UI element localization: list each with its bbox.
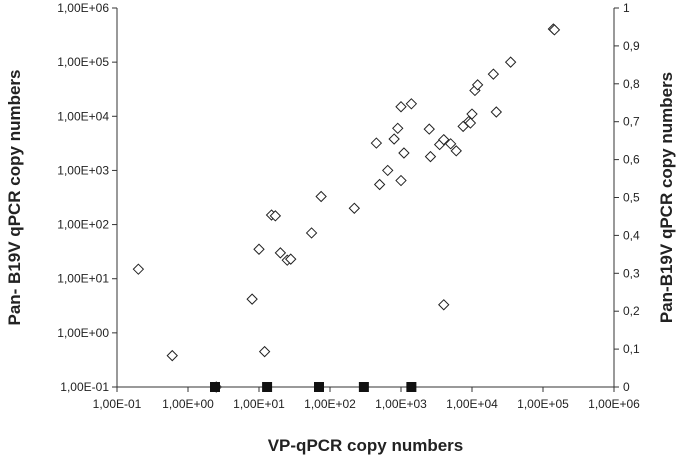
tick-marks [112, 7, 619, 392]
diamond-point [395, 101, 407, 113]
diamond-point [373, 178, 386, 191]
diamond-point [548, 24, 561, 36]
diamond-point [348, 202, 361, 214]
y2-tick-label: 0,2 [623, 304, 640, 318]
diamond-point [464, 117, 477, 129]
square-point [262, 382, 273, 392]
diamond-point [450, 145, 462, 157]
x-axis-title: VP-qPCR copy numbers [268, 436, 464, 455]
data-points [132, 23, 561, 393]
diamond-point [305, 227, 318, 239]
y2-axis-title: Pan-B19V qPCR copy numbers [657, 72, 676, 323]
y-tick-label: 1,00E-01 [60, 380, 109, 394]
tick-labels: 1,00E-01 1,00E+00 1,00E+01 1,00E+02 1,00E+03… [57, 1, 640, 411]
diamond-point [466, 108, 478, 120]
y2-tick-label: 0 [623, 380, 630, 394]
diamond-point [285, 253, 297, 265]
y-tick-label: 1,00E+03 [57, 163, 109, 177]
y-tick-label: 1,00E+02 [57, 218, 109, 232]
x-tick-label: 1,00E-01 [93, 397, 142, 411]
diamond-point [253, 243, 265, 255]
y2-tick-label: 0,6 [623, 153, 640, 167]
y-tick-label: 1,00E+05 [57, 55, 109, 69]
diamond-point [166, 349, 178, 362]
square-point [314, 382, 325, 392]
x-tick-label: 1,00E+05 [517, 397, 569, 411]
diamond-point [504, 56, 517, 68]
diamond-point [424, 150, 437, 163]
diamond-point [423, 123, 435, 135]
y-axis-title: Pan- B19V qPCR copy numbers [5, 69, 24, 325]
diamond-point [388, 133, 400, 145]
y2-tick-label: 0,8 [623, 77, 640, 91]
y2-tick-label: 0,4 [623, 228, 640, 242]
y2-tick-label: 0,7 [623, 115, 640, 129]
diamond-point [382, 164, 394, 177]
y-tick-label: 1,00E+00 [57, 326, 109, 340]
x-tick-label: 1,00E+01 [233, 397, 285, 411]
diamond-point [274, 247, 287, 259]
diamond-point [370, 137, 383, 149]
diamond-point [315, 190, 327, 203]
square-point [358, 382, 369, 392]
y-tick-label: 1,00E+04 [57, 109, 109, 123]
diamond-point [246, 293, 258, 305]
x-tick-label: 1,00E+00 [162, 397, 214, 411]
diamond-point [471, 79, 484, 91]
x-tick-label: 1,00E+04 [446, 397, 498, 411]
y2-tick-label: 0,1 [623, 342, 640, 356]
diamond-point [438, 299, 450, 311]
square-point [406, 382, 417, 392]
y2-tick-label: 0,3 [623, 266, 640, 280]
diamond-point [132, 263, 145, 275]
x-tick-label: 1,00E+03 [375, 397, 427, 411]
diamond-point [258, 345, 271, 358]
diamond-point [398, 147, 410, 159]
square-point [209, 382, 220, 392]
y-tick-label: 1,00E+06 [57, 1, 109, 15]
axes [116, 8, 615, 388]
y-tick-label: 1,00E+01 [57, 272, 109, 286]
diamond-point [395, 174, 407, 187]
diamond-point [490, 106, 503, 118]
diamond-point [487, 68, 500, 80]
y2-tick-label: 0,5 [623, 191, 640, 205]
diamond-point [405, 98, 418, 110]
diamond-point [444, 138, 457, 150]
diamond-point [438, 133, 450, 146]
diamond-point [392, 122, 404, 135]
diamond-point [269, 210, 282, 222]
x-tick-label: 1,00E+06 [588, 397, 640, 411]
x-tick-label: 1,00E+02 [304, 397, 356, 411]
y2-tick-label: 0,9 [623, 39, 640, 53]
y2-tick-label: 1 [623, 1, 630, 15]
